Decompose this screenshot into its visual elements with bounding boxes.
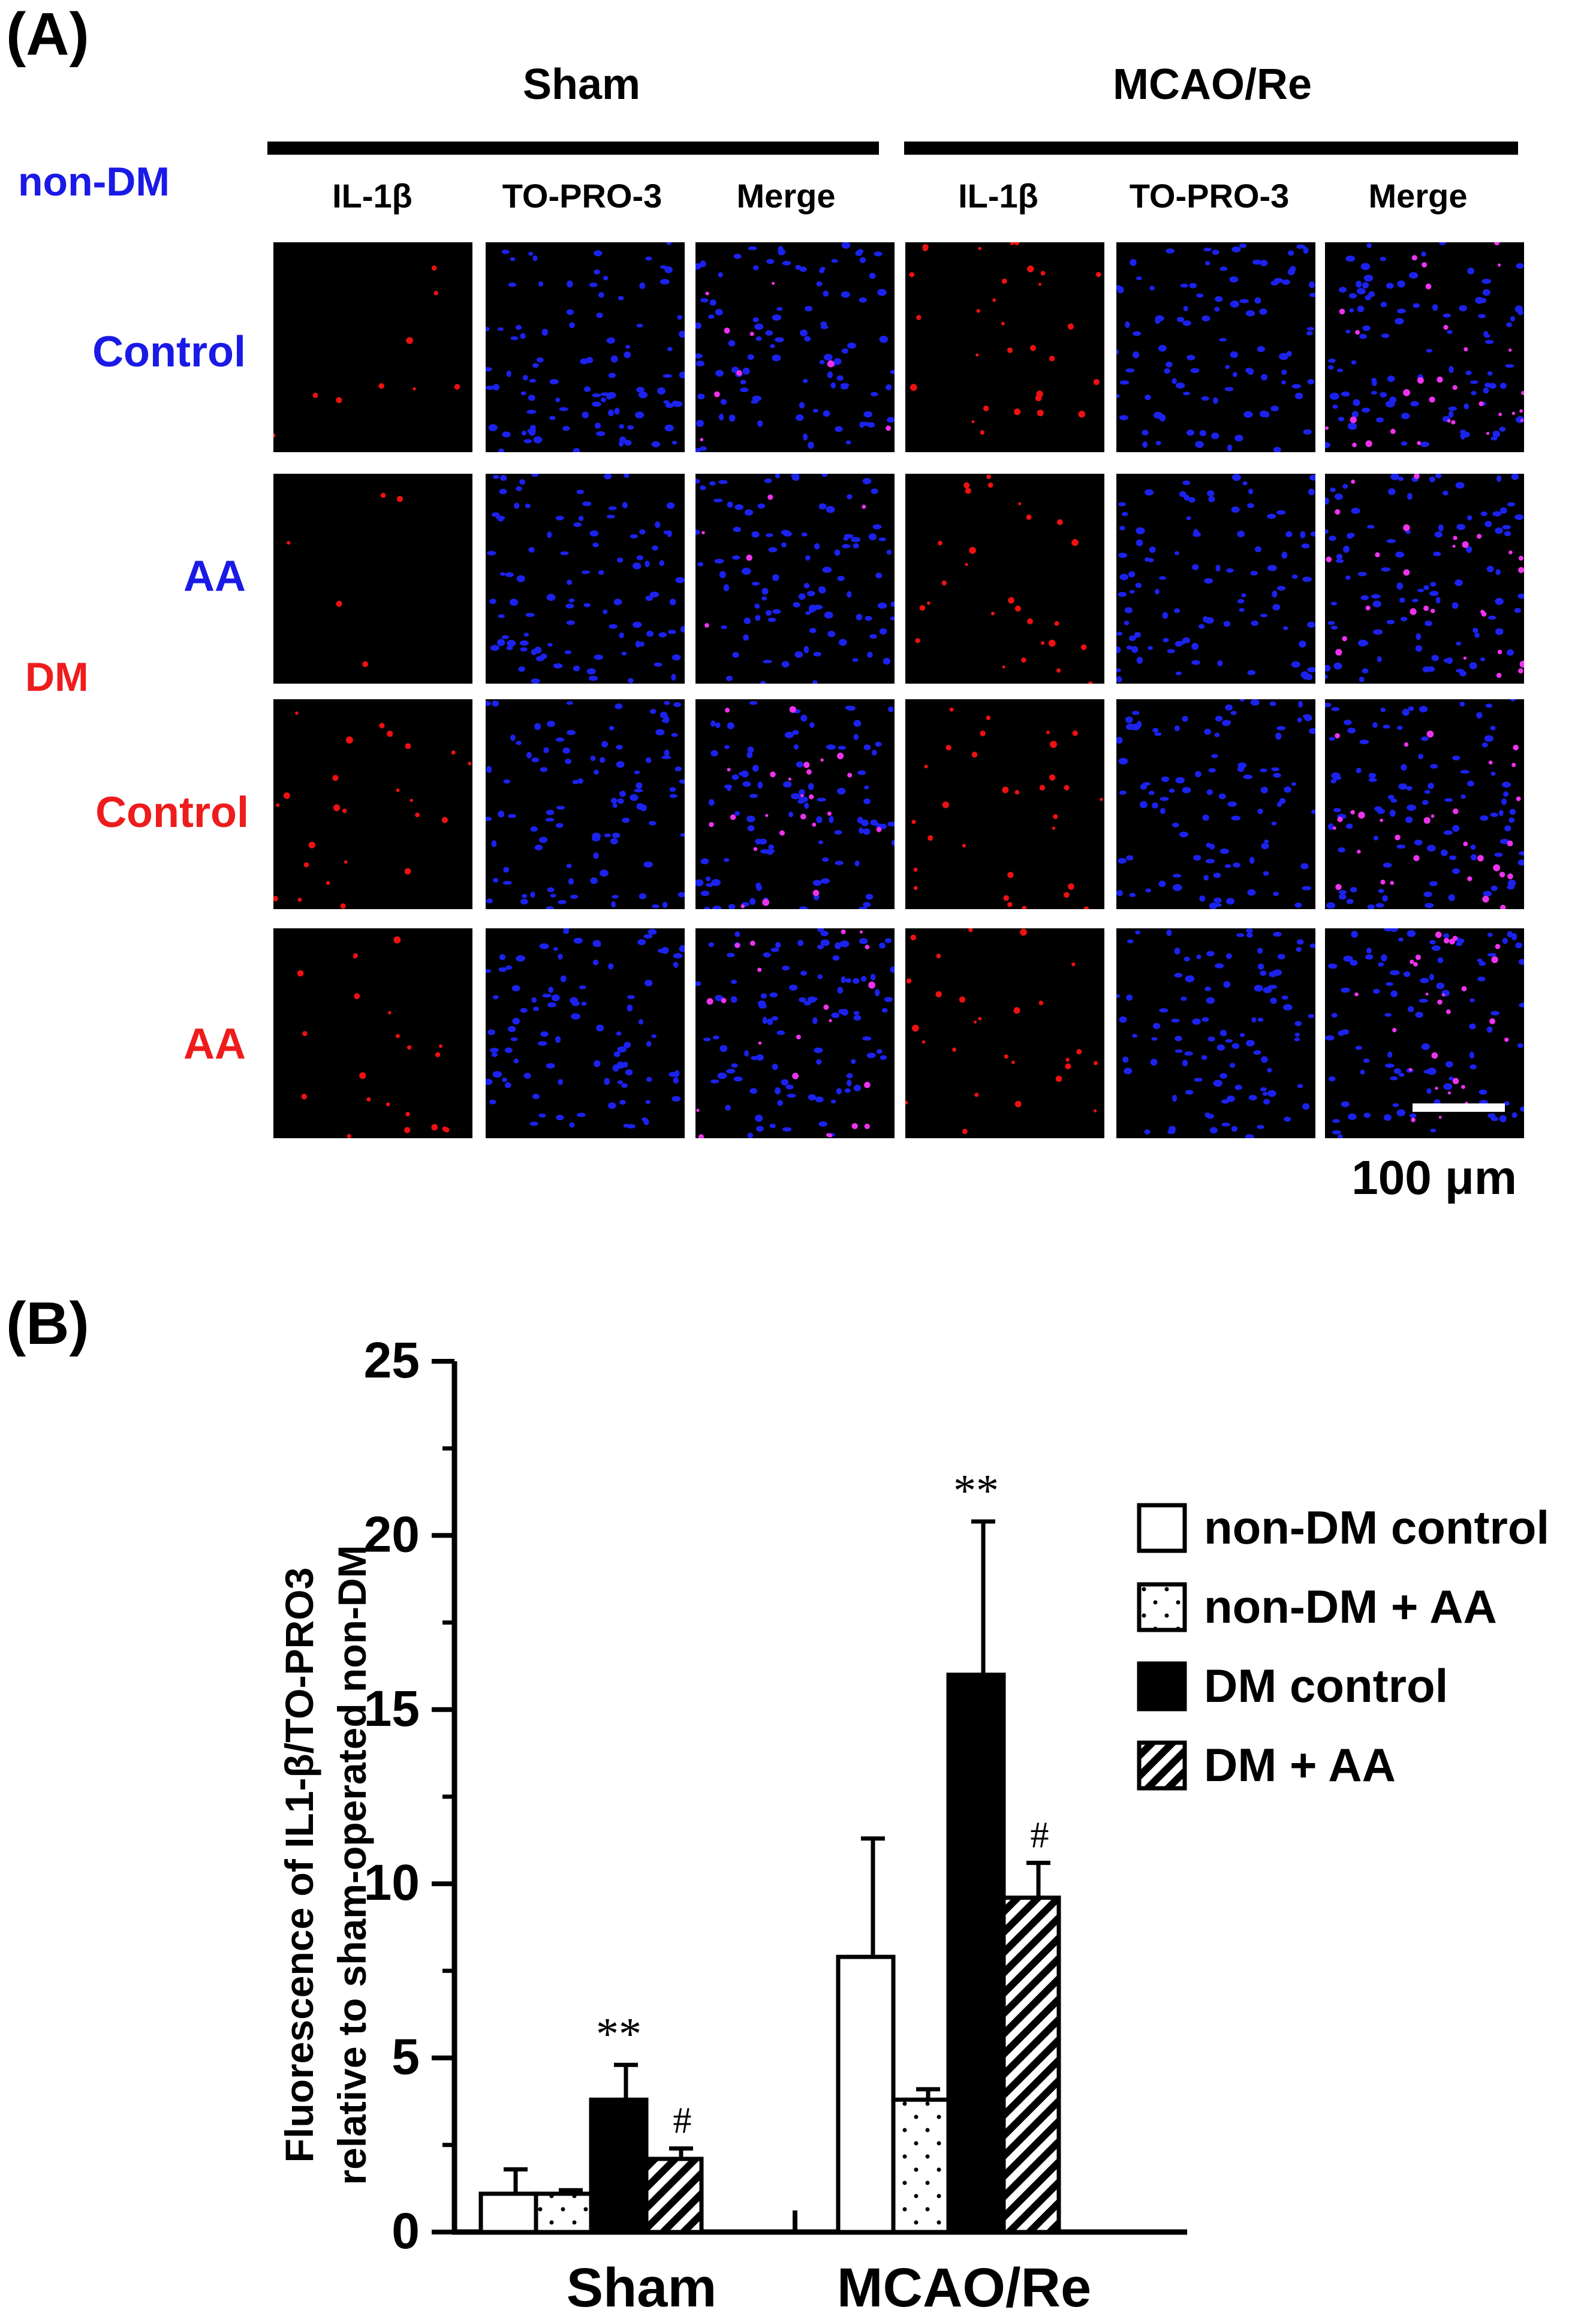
bar-dm-aa-sham [644,2156,704,2234]
column-header-merge-mcao: Merge [1368,177,1468,215]
micrograph-r4-c6 [1325,928,1524,1138]
micrograph-r4-c3 [695,928,895,1138]
column-header-merge-sham: Merge [736,177,836,215]
y-tick-label-15: 15 [364,1680,420,1737]
significance-mark: # [1031,1815,1049,1855]
group-header-sham: Sham [522,61,641,109]
micrograph-r1-c3 [695,242,895,452]
y-tick-label-10: 10 [364,1854,420,1911]
scale-bar-label: 100 μm [1351,1151,1517,1204]
legend-label-dm-aa: DM + AA [1204,1738,1396,1791]
micrograph-r1-c6 [1325,242,1524,452]
y-tick-label-25: 25 [364,1332,420,1388]
significance-mark: ** [596,2009,642,2059]
condition-label-dm: DM [25,654,89,700]
micrograph-r2-c1 [273,474,472,684]
group-header-mcao: MCAO/Re [1112,61,1312,109]
y-axis-label-line1: Fluorescence of IL1-β/TO-PRO3 [277,1568,321,2163]
micrograph-r3-c1 [273,699,472,909]
panel-a-label: (A) [6,1,89,68]
bar-dm-control-mcao-re [946,1673,1006,2234]
bar-non-dm-aa-sham [534,2191,594,2234]
scale-bar [1413,1103,1505,1112]
micrograph-r3-c6 [1325,699,1524,909]
micrograph-r2-c3 [695,474,895,684]
legend-label-non-dm-control: non-DM control [1204,1501,1549,1554]
x-category-label-sham: Sham [567,2257,717,2316]
y-tick-label-0: 0 [392,2203,420,2259]
bar-dm-control-sham [589,2097,649,2234]
y-tick-label-20: 20 [364,1506,420,1562]
micrograph-r1-c1 [273,242,472,452]
panel-b-label: (B) [6,1290,89,1357]
condition-label-non-dm: non-DM [18,159,170,204]
bar-non-dm-control-mcao-re [836,1954,896,2234]
group-bar-mcao [904,142,1518,155]
micrograph-r4-c5 [1116,928,1315,1138]
significance-mark: ** [953,1466,999,1516]
legend-swatch-non-dm-control [1137,1503,1187,1553]
micrograph-r3-c4 [905,699,1104,909]
column-header-topro3-mcao: TO-PRO-3 [1129,177,1290,215]
column-header-il1b-sham: IL-1β [332,177,412,215]
micrograph-r3-c2 [486,699,685,909]
micrograph-r1-c2 [486,242,685,452]
micrograph-r2-c4 [905,474,1104,684]
legend-label-non-dm-aa: non-DM + AA [1204,1580,1497,1633]
micrograph-r4-c2 [486,928,685,1138]
y-tick-label-5: 5 [392,2029,420,2085]
micrograph-r3-c3 [695,699,895,909]
micrograph-r3-c5 [1116,699,1315,909]
micrograph-r2-c6 [1325,474,1524,684]
significance-mark: # [673,2101,692,2141]
micrograph-r4-c4 [905,928,1104,1138]
legend-swatch-dm-control [1137,1661,1187,1712]
column-header-il1b-mcao: IL-1β [958,177,1038,215]
row-label-nondm-aa: AA [183,552,246,600]
legend-swatch-non-dm-aa [1137,1582,1187,1632]
micrograph-r1-c4 [905,242,1104,452]
micrograph-r2-c2 [486,474,685,684]
bar-non-dm-control-sham [478,2191,538,2234]
bar-dm-aa-mcao-re [1001,1895,1061,2234]
y-axis-label-line2: relative to sham-operated non-DM [330,1545,374,2185]
micrograph-r4-c1 [273,928,472,1138]
micrograph-r2-c5 [1116,474,1315,684]
bar-non-dm-aa-mcao-re [891,2097,951,2234]
group-bar-sham [267,142,879,155]
micrograph-r1-c5 [1116,242,1315,452]
legend-swatch-dm-aa [1137,1740,1187,1791]
column-header-topro3-sham: TO-PRO-3 [502,177,663,215]
row-label-dm-aa: AA [183,1020,246,1068]
row-label-dm-control: Control [95,789,249,837]
row-label-nondm-control: Control [92,328,246,376]
legend-label-dm-control: DM control [1204,1659,1448,1712]
x-category-label-mcao-re: MCAO/Re [837,2257,1091,2316]
